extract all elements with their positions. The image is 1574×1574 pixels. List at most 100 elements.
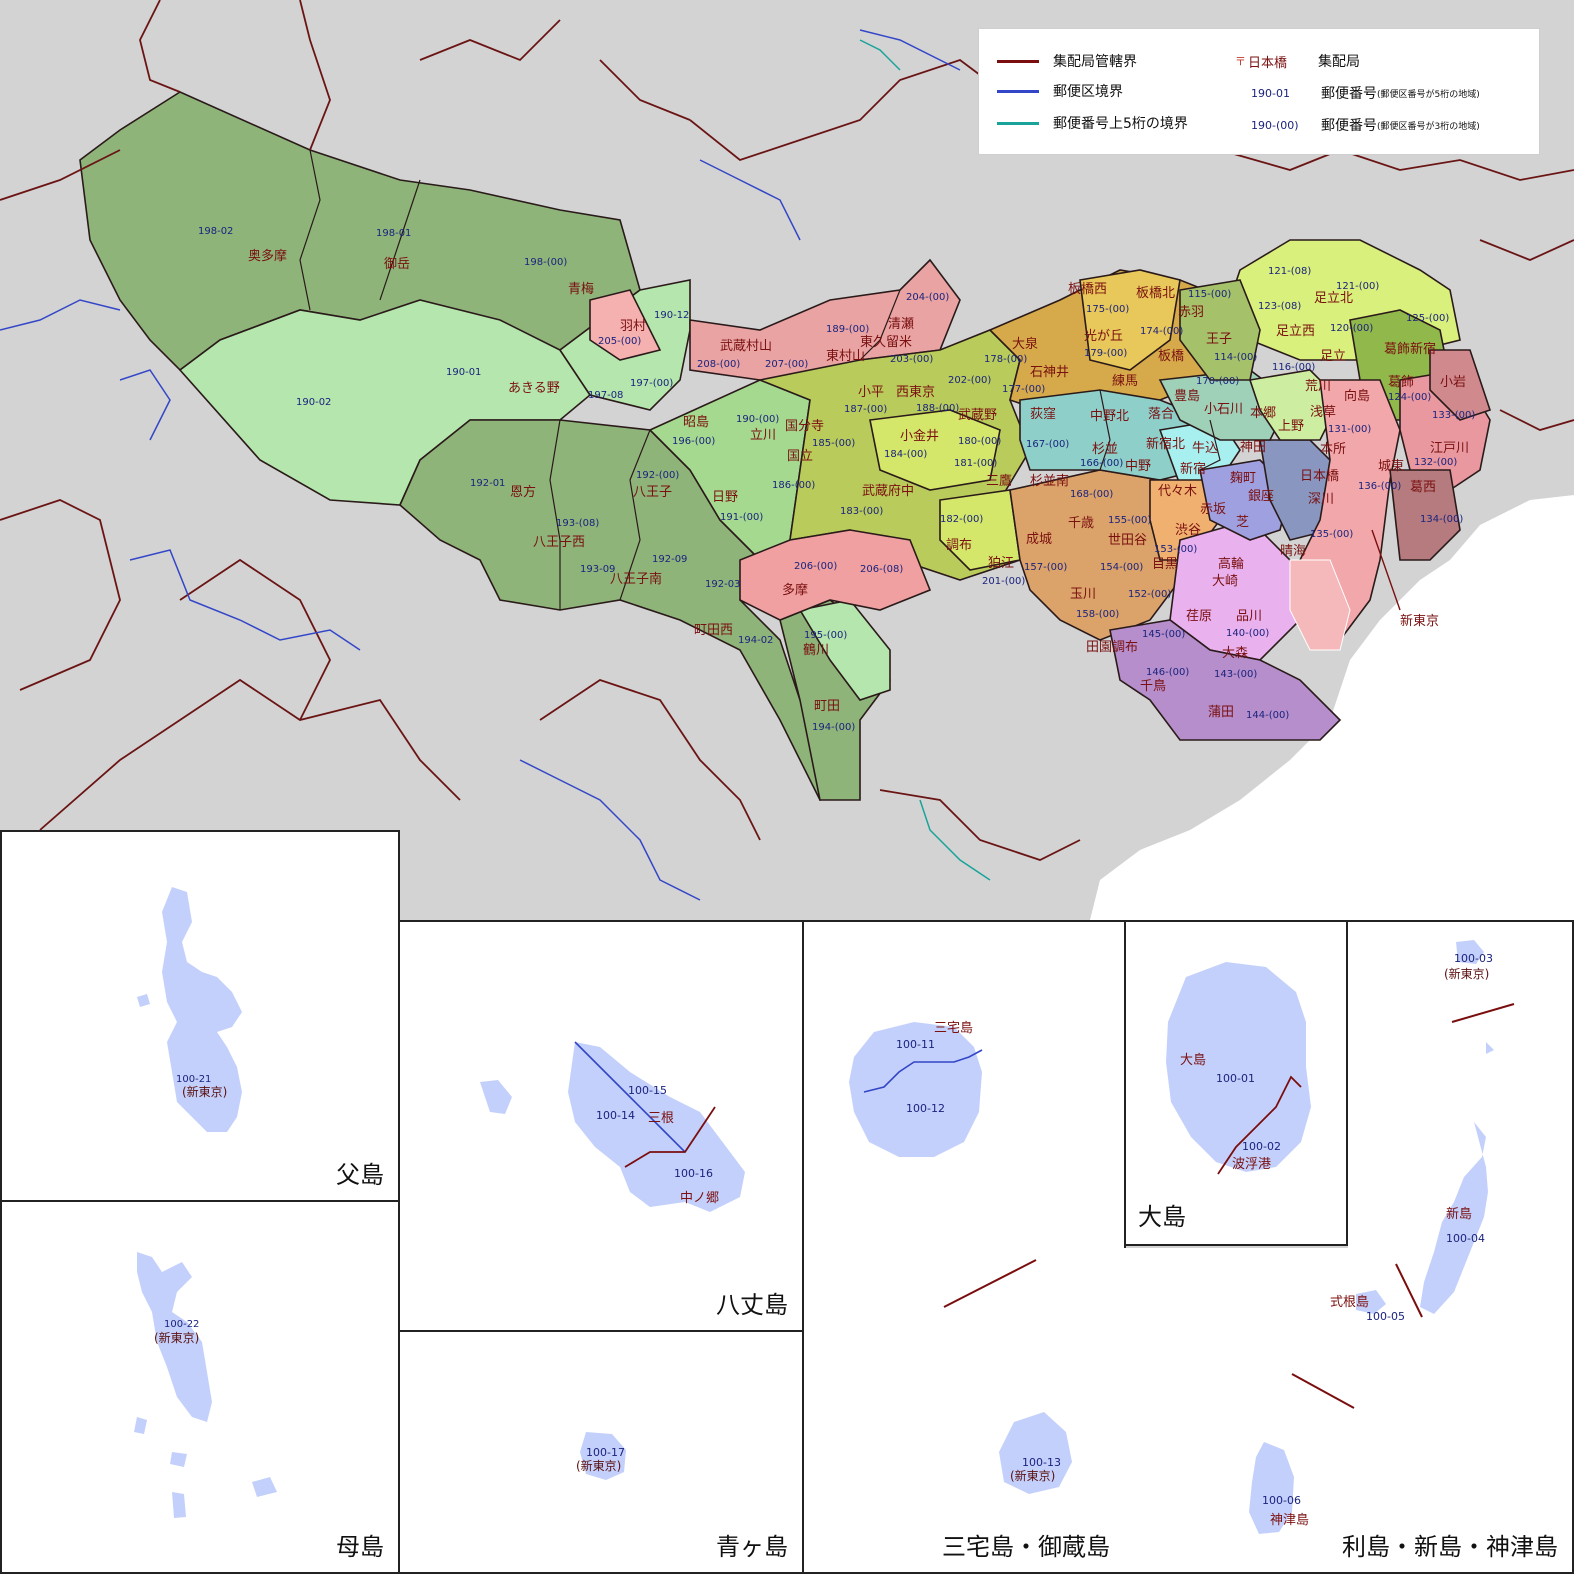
office-label: 小金井 <box>900 428 939 444</box>
chichijima-map: 100-21 (新東京) <box>137 887 242 1132</box>
postal-code: 121-(00) <box>1336 281 1379 292</box>
office-label: 武蔵野 <box>958 408 997 423</box>
office-label: (新東京) <box>182 1084 227 1099</box>
oshima-map: 大島 100-01 100-02 波浮港 <box>1166 962 1311 1175</box>
postal-code: 184-(00) <box>884 449 927 460</box>
office-label: 上野 <box>1278 419 1304 434</box>
aogashima-map: 100-17 (新東京) <box>576 1432 626 1480</box>
office-label: 三宅島 <box>934 1021 973 1036</box>
office-label: 荻窪 <box>1030 406 1056 422</box>
islet <box>1486 1042 1494 1054</box>
office-label: 江戸川 <box>1430 441 1469 456</box>
hachijojima-map: 100-15 100-14 100-16 三根 中ノ郷 <box>480 1041 745 1212</box>
office-label: 成城 <box>1026 532 1052 547</box>
office-label: 千鳥 <box>1140 679 1166 694</box>
postal-code: 100-11 <box>896 1038 935 1051</box>
postal-code: 131-(00) <box>1328 424 1371 435</box>
office-label: (新東京) <box>1010 1468 1055 1483</box>
inset-bg <box>1124 1248 1350 1572</box>
office-label: 石神井 <box>1030 365 1069 380</box>
district-line-swatch <box>997 89 1039 93</box>
office-label: 光が丘 <box>1084 329 1123 344</box>
route-line <box>1291 1373 1355 1409</box>
postal-code: 135-(00) <box>1310 529 1353 540</box>
office-label: 向島 <box>1344 388 1370 404</box>
postal-code: 198-(00) <box>524 257 567 268</box>
office-label: 葛飾 <box>1388 375 1414 390</box>
office-label: 多摩 <box>782 582 808 598</box>
region-kasai <box>1389 469 1461 561</box>
office-label: 神田 <box>1240 440 1266 455</box>
postal-code: 143-(00) <box>1214 669 1257 680</box>
region-musashimurayama <box>689 258 961 391</box>
office-label: 板橋北 <box>1136 286 1175 301</box>
office-label: 式根島 <box>1330 1295 1369 1310</box>
legend-office: 〒 日本橋 集配局 <box>1235 51 1360 71</box>
office-label: (新東京) <box>576 1458 621 1473</box>
postal-code: 196-(00) <box>672 436 715 447</box>
region-chofu <box>939 489 1021 571</box>
postal-code: 174-(00) <box>1140 326 1183 337</box>
office-label: 東村山 <box>826 348 865 364</box>
office-label: 本郷 <box>1250 406 1276 421</box>
office-label: 青梅 <box>568 282 594 297</box>
office-label: 八王子 <box>633 485 672 500</box>
postal-code: 168-(00) <box>1070 489 1113 500</box>
hahajima-island <box>137 1252 212 1422</box>
office-label: 東久留米 <box>860 334 912 350</box>
office-label: 世田谷 <box>1108 533 1147 548</box>
postal-code: 121-(08) <box>1268 266 1311 277</box>
office-label: 狛江 <box>988 556 1014 571</box>
office-label: 葛西 <box>1410 480 1436 495</box>
inset-aogashima: 100-17 (新東京) 青ヶ島 <box>398 1330 804 1574</box>
postal-code: 175-(00) <box>1086 304 1129 315</box>
kozushima-island <box>1249 1442 1294 1534</box>
postal-code: 152-(00) <box>1128 589 1171 600</box>
inset-title: 父島 <box>336 1161 384 1189</box>
inset-title: 青ヶ島 <box>716 1533 788 1561</box>
postal-code: 144-(00) <box>1246 710 1289 721</box>
hachijojima-island <box>568 1042 745 1212</box>
route-line-swatch <box>997 59 1039 63</box>
office-label: 大島 <box>1180 1053 1206 1068</box>
postal-code: 192-01 <box>470 478 505 489</box>
route-line <box>1451 1003 1515 1023</box>
toshima-island <box>1456 940 1484 964</box>
postal-code: 125-(00) <box>1406 313 1449 324</box>
postal-code: 190-02 <box>296 397 331 408</box>
office-label: 大泉 <box>1012 336 1038 352</box>
postal-code: 204-(00) <box>906 292 949 303</box>
office-label: 西東京 <box>896 384 935 400</box>
legend-postal5: 郵便番号上5桁の境界 <box>997 113 1188 133</box>
islet <box>137 994 150 1007</box>
region-ota <box>1109 619 1342 741</box>
postal-code: 190-01 <box>446 367 481 378</box>
postal-code: 153-(00) <box>1154 544 1197 555</box>
postal-code: 197-(00) <box>630 378 673 389</box>
office-label: 国分寺 <box>785 419 824 434</box>
office-label: 三鷹 <box>986 474 1012 489</box>
legend-postal5-label: 郵便番号上5桁の境界 <box>1053 116 1188 132</box>
office-label: 武蔵府中 <box>862 484 914 499</box>
oshima-island <box>1166 962 1311 1172</box>
region-koganei <box>869 409 1001 491</box>
office-label: 王子 <box>1206 332 1232 347</box>
legend-code3-label: 郵便番号 <box>1321 118 1377 134</box>
office-label: 杉並南 <box>1030 473 1069 489</box>
office-label: 大崎 <box>1212 574 1238 589</box>
office-label: 清瀬 <box>888 317 914 332</box>
route-line <box>1395 1263 1423 1318</box>
islet <box>170 1452 187 1467</box>
office-label: 昭島 <box>683 415 709 430</box>
postal-code: 100-06 <box>1262 1494 1301 1507</box>
reclaimed-land <box>1289 559 1351 651</box>
postal-code: 201-(00) <box>982 576 1025 587</box>
postal-code: 206-(00) <box>794 561 837 572</box>
region-hamura <box>589 289 662 361</box>
office-labels: 奥多摩 御岳 青梅 羽村 武蔵村山 清瀬 東村山 東久留米 あきる野 昭島 立川… <box>248 248 1469 720</box>
islet <box>252 1477 277 1497</box>
office-label: 新島 <box>1446 1206 1472 1222</box>
office-label: 品川 <box>1236 609 1262 624</box>
office-label: (新東京) <box>154 1330 199 1345</box>
office-label: 恩方 <box>510 484 536 500</box>
